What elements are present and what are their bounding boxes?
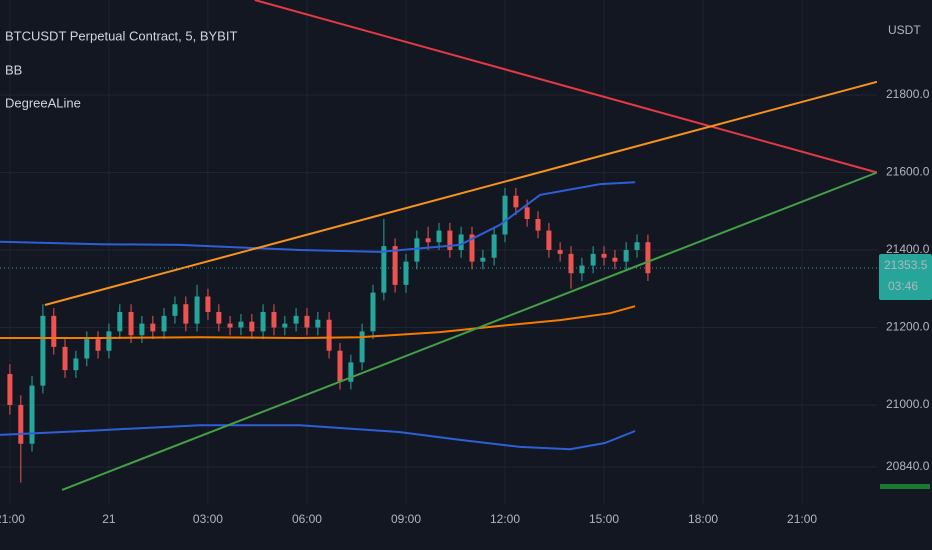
last-price-box [879, 254, 932, 301]
candle-body [458, 234, 464, 250]
y-tick-label: 21400.0 [886, 242, 930, 256]
candle-body [337, 350, 343, 382]
candle-body [590, 253, 596, 266]
candle-body [194, 296, 200, 324]
candle-body [95, 339, 101, 351]
candle-body [403, 261, 409, 285]
candle-body [634, 242, 640, 250]
candle-body [172, 304, 178, 316]
candle-body [491, 234, 497, 258]
candle-body [612, 257, 618, 262]
last-price-label: 21353.5 [884, 258, 928, 272]
candle-body [535, 218, 541, 231]
candle-body [293, 315, 299, 324]
candle-body [249, 321, 255, 332]
candle-body [381, 246, 387, 293]
candle-body [117, 311, 123, 332]
indicator-line [0, 181, 636, 253]
candle-body [51, 315, 57, 347]
y-tick-label: 21600.0 [886, 165, 930, 179]
candle-body [29, 385, 35, 444]
candle-body [282, 323, 288, 328]
y-tick-label: 21000.0 [886, 397, 930, 411]
candle-body [238, 321, 244, 328]
candle-body [579, 265, 585, 274]
x-tick-label: 21 [102, 512, 116, 526]
candle-body [414, 238, 420, 262]
indicator-line [0, 305, 636, 340]
y-tick-label: 21800.0 [886, 87, 930, 101]
marker [880, 484, 930, 489]
x-tick-label: 06:00 [292, 512, 322, 526]
candle-body [469, 234, 475, 262]
candle-body [150, 323, 156, 332]
candle-body [260, 311, 266, 332]
x-tick-label: 21:00 [787, 512, 817, 526]
candle-body [568, 253, 574, 274]
indicator-line [254, 0, 878, 174]
candle-body [601, 253, 607, 258]
candle-body [623, 249, 629, 262]
candle-body [326, 319, 332, 351]
candle-body [128, 311, 134, 336]
countdown-label: 03:46 [888, 279, 918, 293]
candle-body [7, 374, 13, 406]
y-tick-label: 20840.0 [886, 459, 930, 473]
x-tick-label: 18:00 [688, 512, 718, 526]
candle-body [546, 230, 552, 250]
candle-body [436, 230, 442, 243]
x-tick-label: 12:00 [490, 512, 520, 526]
indicator-line [44, 80, 878, 306]
chart-title: BTCUSDT Perpetual Contract, 5, BYBIT [5, 28, 237, 43]
indicator-line [0, 424, 636, 451]
candle-body [18, 405, 24, 444]
y-tick-label: 21200.0 [886, 320, 930, 334]
grid [0, 0, 877, 505]
indicator-label: DegreeALine [5, 95, 81, 110]
candle-body [557, 249, 563, 254]
plot [0, 0, 878, 491]
time-axis [0, 505, 877, 550]
candle-body [106, 331, 112, 351]
y-axis-label: USDT [888, 23, 921, 37]
candle-body [502, 195, 508, 235]
candle-body [425, 238, 431, 243]
candle-body [183, 304, 189, 324]
x-tick-label: 21:00 [0, 512, 25, 526]
x-tick-label: 09:00 [391, 512, 421, 526]
candle-body [216, 311, 222, 324]
candle-body [359, 331, 365, 363]
candle-body [139, 323, 145, 336]
candle-body [227, 323, 233, 328]
candle-body [62, 346, 68, 371]
candle-body [370, 292, 376, 332]
candle-body [447, 230, 453, 250]
candle-body [304, 315, 310, 328]
candle-body [161, 315, 167, 332]
candle-body [315, 319, 321, 328]
candle-body [524, 207, 530, 219]
candle-body [73, 358, 79, 371]
candle-body [84, 339, 90, 359]
candle-body [513, 195, 519, 208]
candle-body [271, 311, 277, 328]
candle-body [40, 315, 46, 386]
indicator-line [61, 171, 878, 491]
candle-body [348, 362, 354, 382]
candle-body [205, 296, 211, 312]
x-tick-label: 15:00 [589, 512, 619, 526]
candle-body [480, 257, 486, 262]
x-tick-label: 03:00 [193, 512, 223, 526]
candle-body [645, 242, 651, 274]
indicator-label: BB [5, 62, 22, 77]
candle-body [392, 246, 398, 285]
